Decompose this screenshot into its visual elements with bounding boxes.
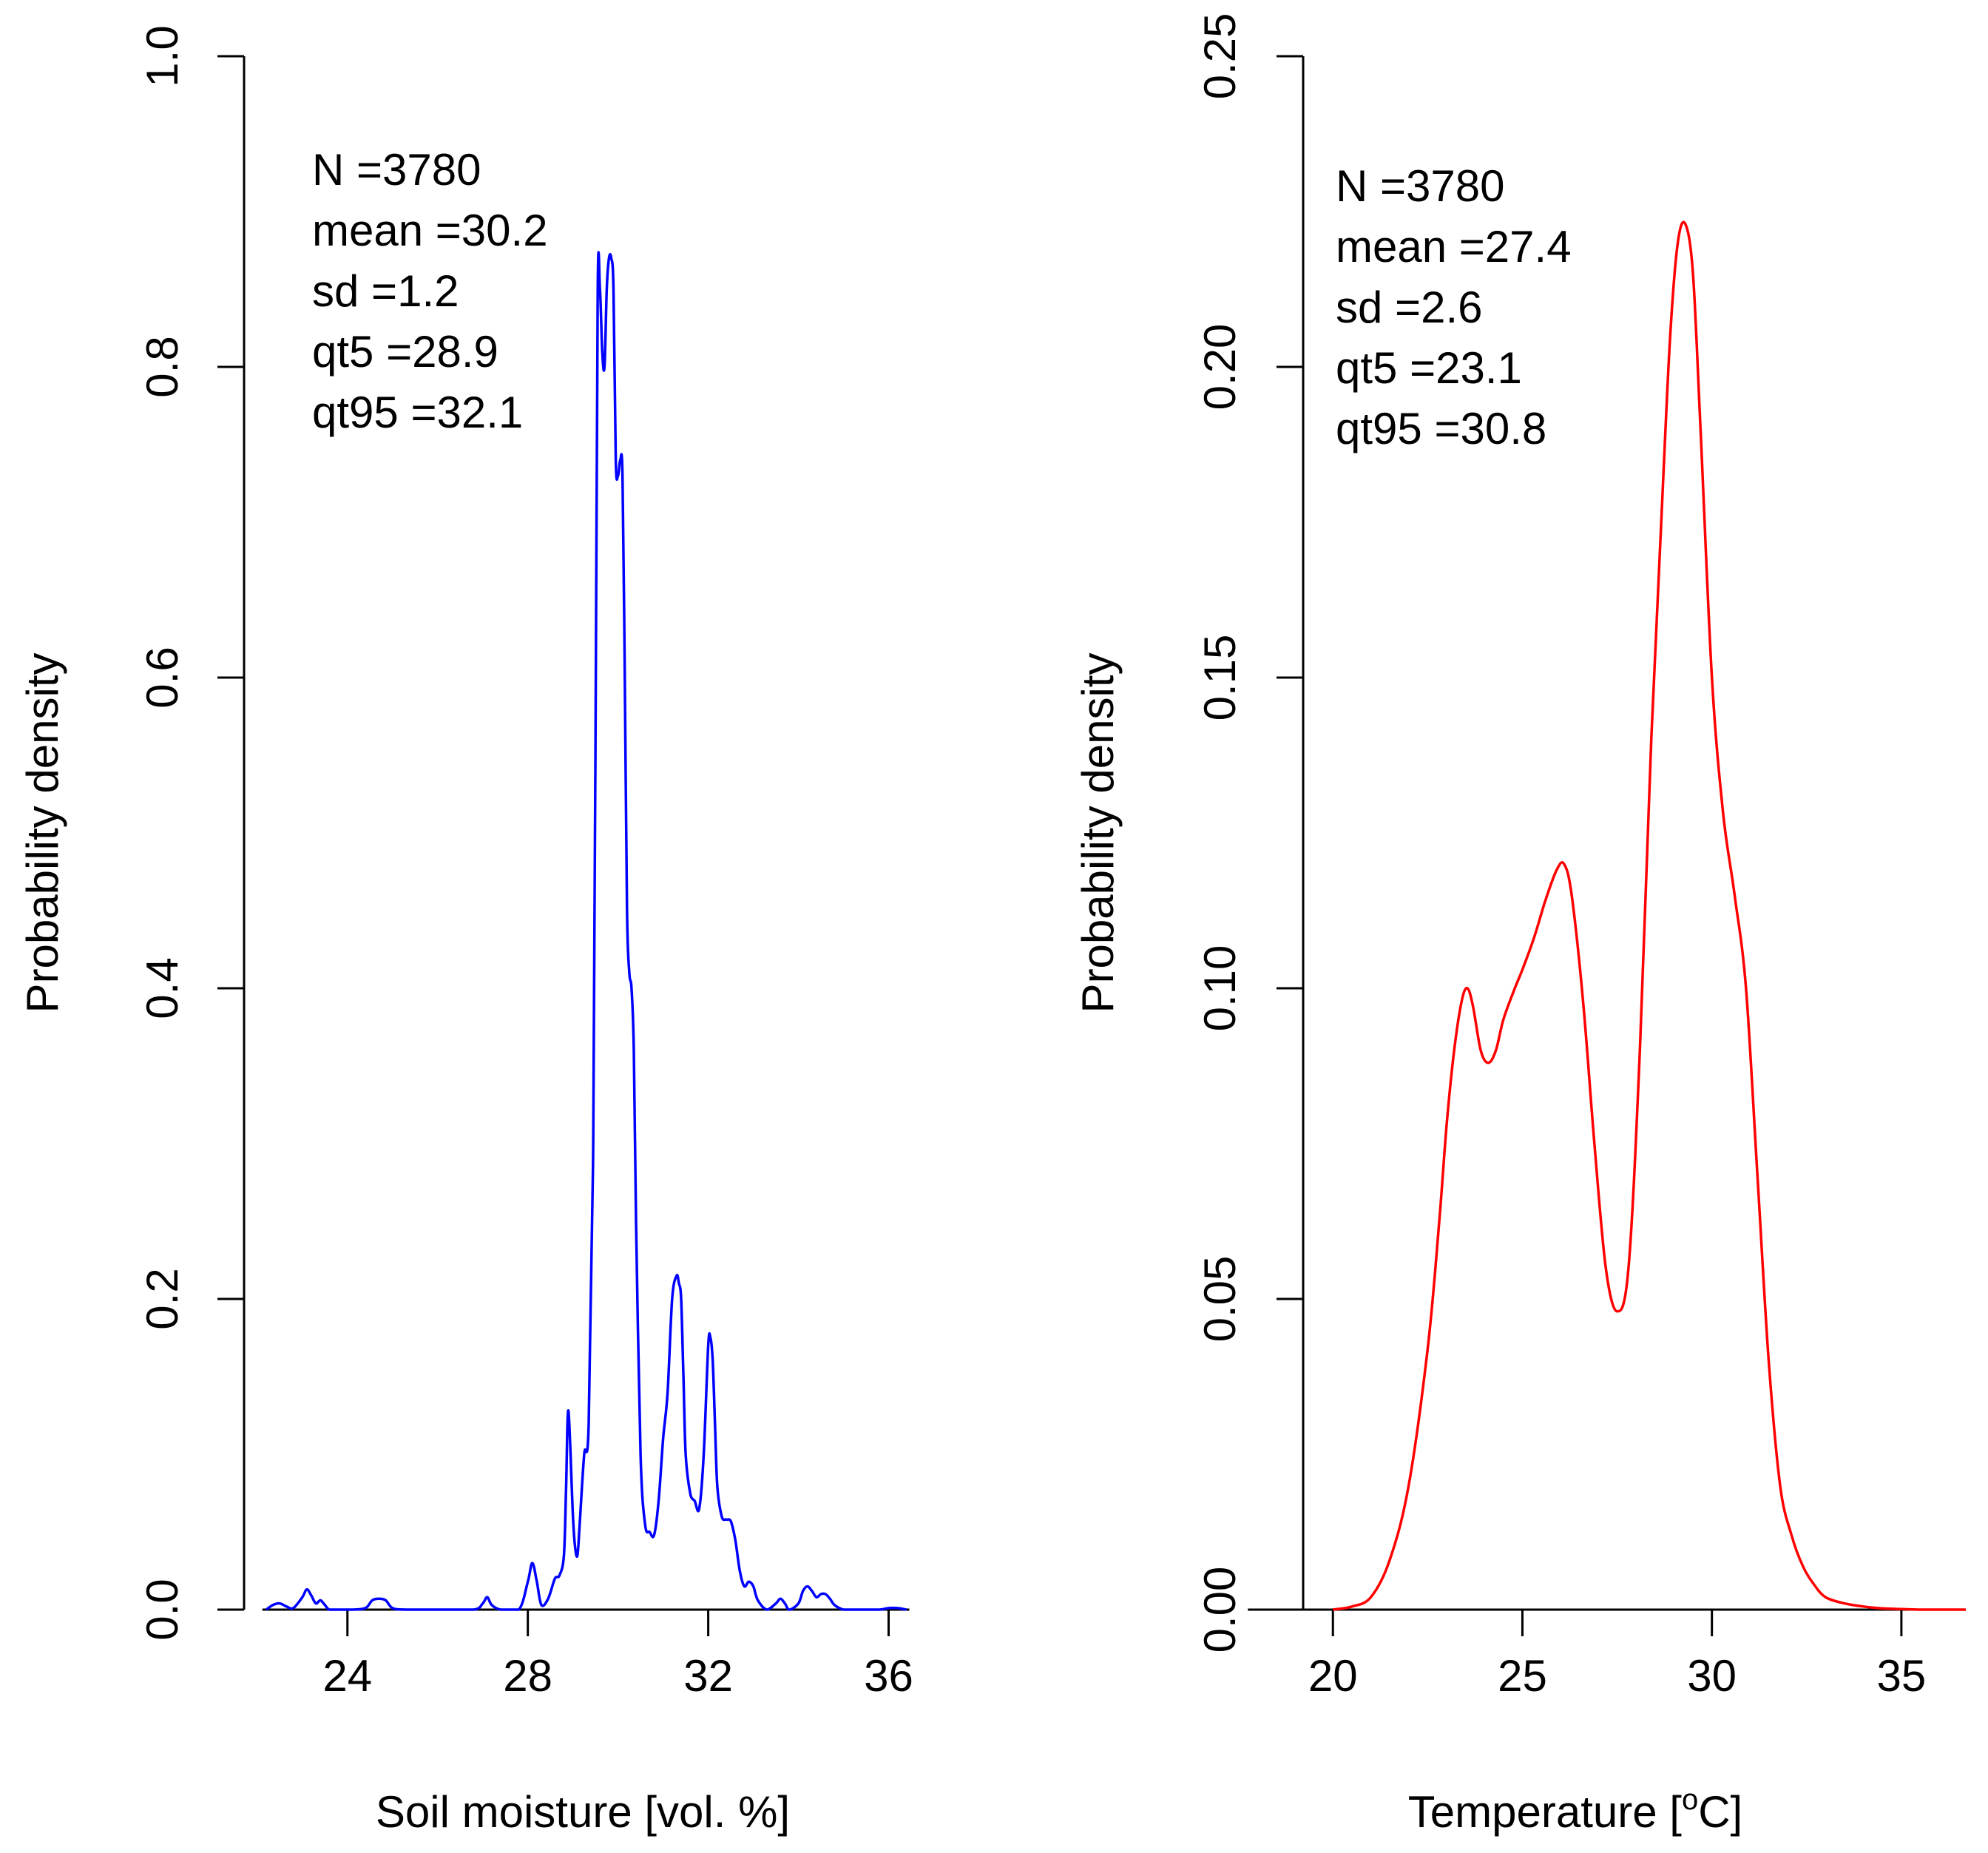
stat-qt5: qt5 =23.1 [1336, 343, 1522, 393]
x-tick-label: 28 [503, 1651, 552, 1701]
y-tick-label: 0.15 [1195, 635, 1245, 721]
y-tick-label: 0.20 [1195, 324, 1245, 411]
x-tick-label: 30 [1687, 1651, 1737, 1701]
x-tick-label: 32 [683, 1651, 733, 1701]
y-tick-label: 0.10 [1195, 945, 1245, 1032]
stat-qt5: qt5 =28.9 [312, 327, 498, 377]
stat-mean: mean =27.4 [1336, 222, 1572, 271]
x-axis-title-main: Temperature [ [1408, 1787, 1682, 1837]
y-tick-label: 0.0 [138, 1579, 187, 1640]
x-axis-title-degree: o [1682, 1783, 1698, 1816]
y-tick-label: 0.4 [138, 957, 187, 1019]
stat-n: N =3780 [312, 145, 481, 195]
density-curve [265, 251, 907, 1611]
y-tick-label: 0.05 [1195, 1256, 1245, 1343]
y-ticks: 0.00 0.05 0.10 0.15 0.20 0.25 [1195, 13, 1303, 1653]
y-tick-label: 0.6 [138, 647, 187, 708]
stat-mean: mean =30.2 [312, 206, 548, 255]
y-axis-title: Probability density [18, 653, 67, 1013]
x-tick-label: 24 [322, 1651, 372, 1701]
x-ticks: 20 25 30 35 [1308, 1610, 1926, 1701]
x-ticks: 24 28 32 36 [322, 1610, 913, 1701]
x-axis-title: Temperature [oC] [1408, 1783, 1742, 1837]
y-axis-title: Probability density [1073, 653, 1123, 1013]
y-tick-label: 1.0 [138, 25, 187, 87]
y-tick-label: 0.8 [138, 336, 187, 397]
temperature-panel: 0.00 0.05 0.10 0.15 0.20 0.25 20 25 30 35 N =378… [1073, 13, 1966, 1837]
y-ticks: 0.0 0.2 0.4 0.6 0.8 1.0 [138, 25, 244, 1641]
x-axis-title: Soil moisture [vol. %] [376, 1787, 790, 1837]
y-tick-label: 0.2 [138, 1268, 187, 1329]
stat-qt95: qt95 =32.1 [312, 388, 523, 437]
x-tick-label: 35 [1877, 1651, 1927, 1701]
y-tick-label: 0.25 [1195, 13, 1245, 100]
y-tick-label: 0.00 [1195, 1567, 1245, 1653]
x-tick-label: 36 [864, 1651, 913, 1701]
soil-moisture-panel: 0.0 0.2 0.4 0.6 0.8 1.0 24 28 32 36 N =3780 mean… [18, 25, 913, 1837]
stat-n: N =3780 [1336, 161, 1505, 211]
stat-sd: sd =1.2 [312, 266, 459, 316]
density-curve [1332, 220, 1966, 1611]
stat-sd: sd =2.6 [1336, 283, 1483, 332]
x-tick-label: 25 [1498, 1651, 1547, 1701]
stat-qt95: qt95 =30.8 [1336, 404, 1546, 453]
x-axis-title-unit: C] [1698, 1787, 1742, 1837]
x-tick-label: 20 [1308, 1651, 1358, 1701]
